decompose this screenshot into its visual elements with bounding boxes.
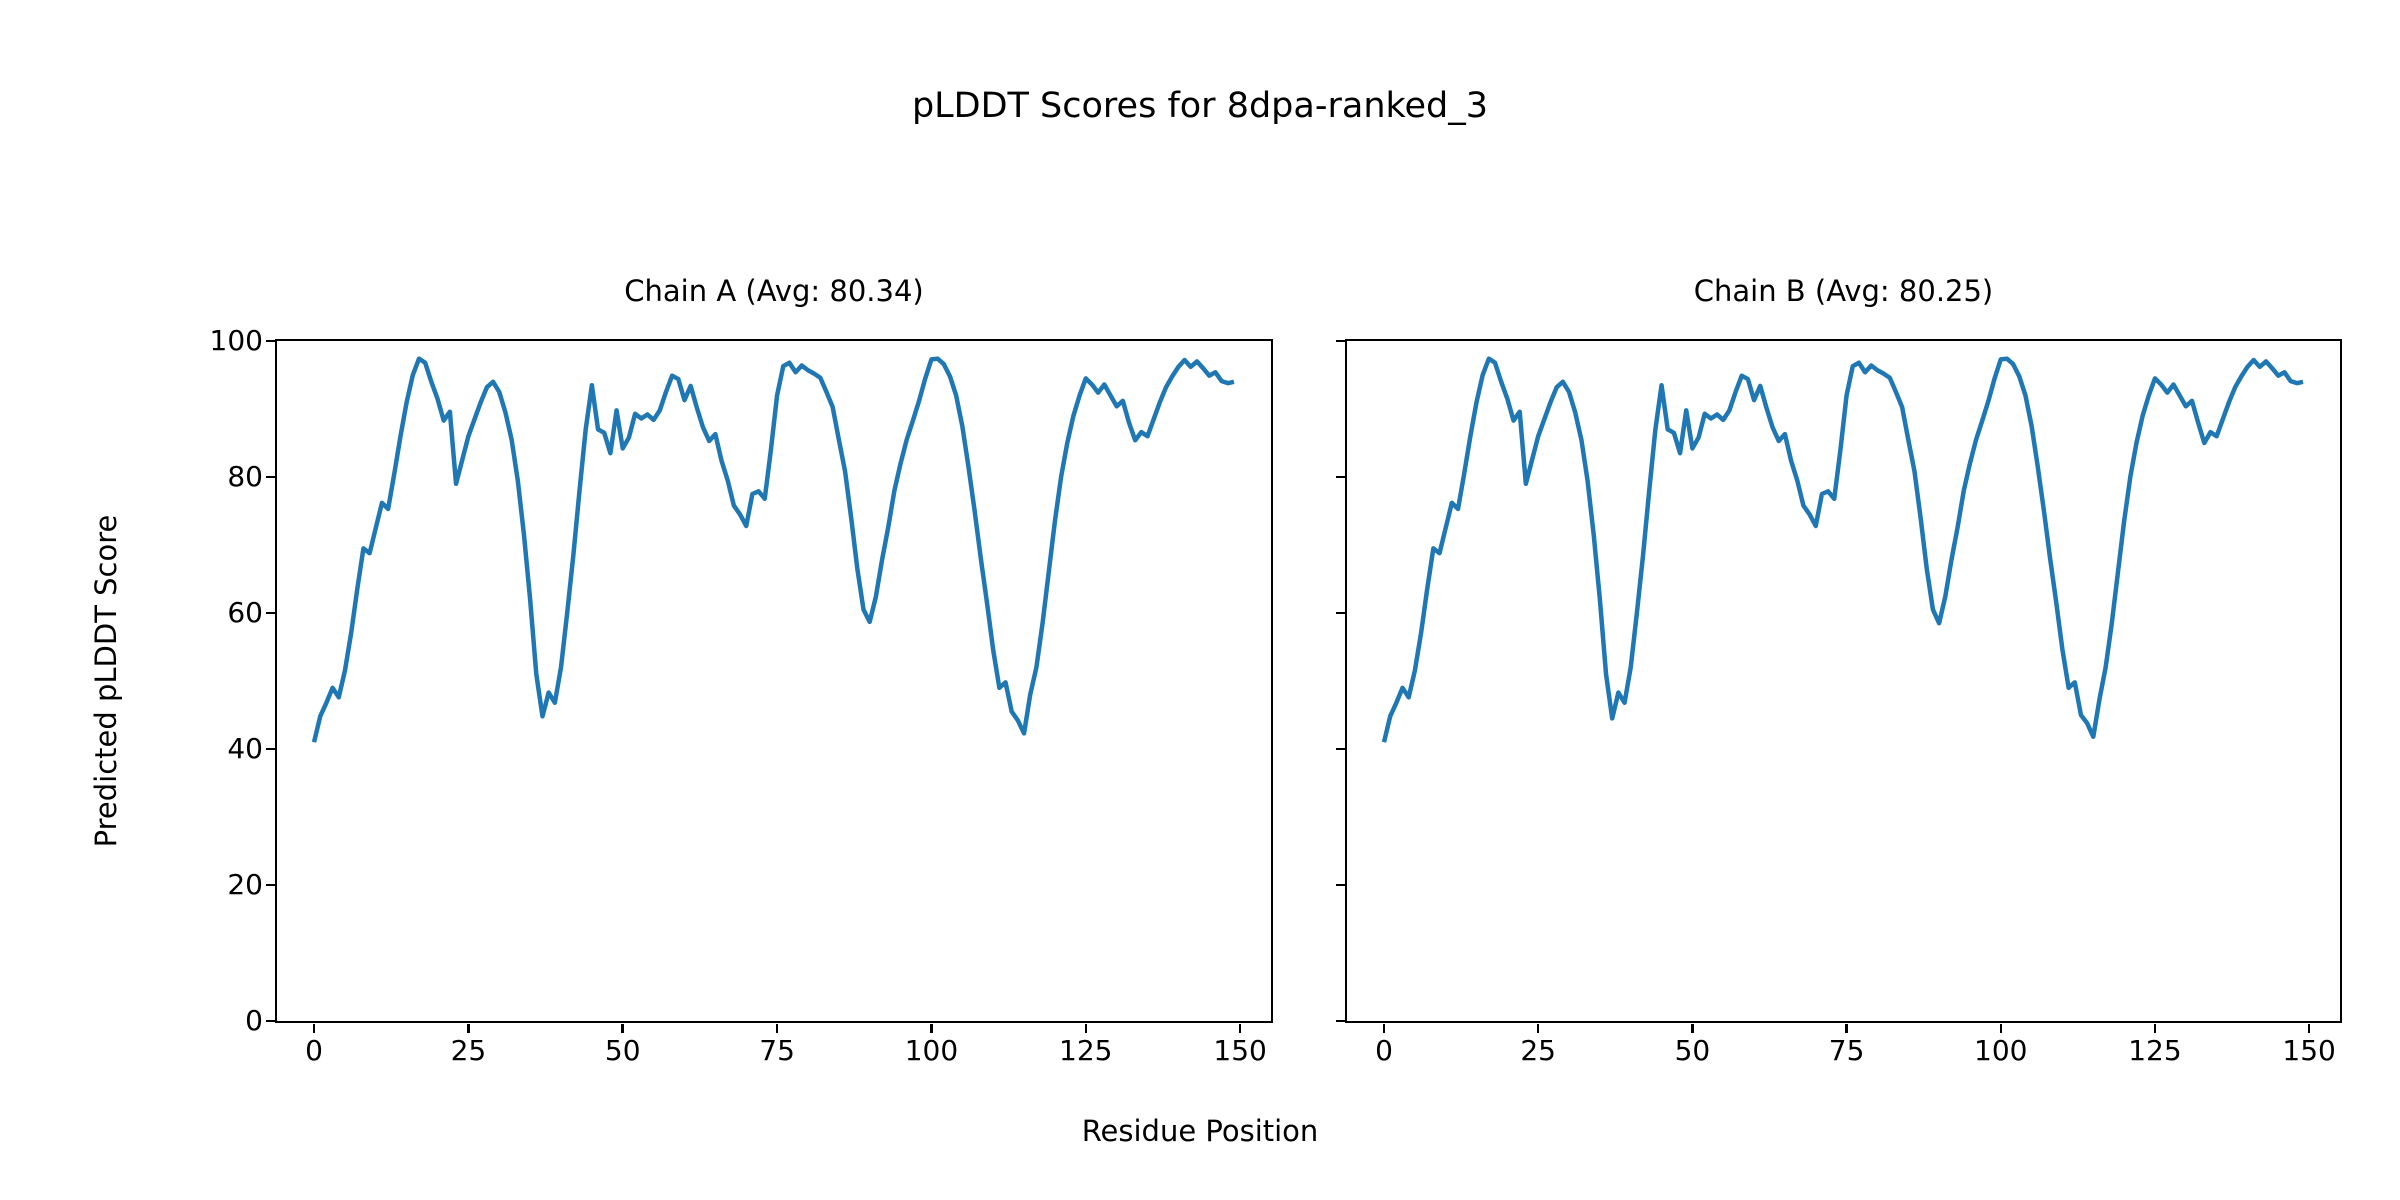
plddt-line <box>1381 356 2304 743</box>
x-tick-label: 150 <box>2282 1034 2336 1067</box>
y-tick <box>265 883 275 887</box>
y-tick <box>1335 883 1345 887</box>
chain-b-subplot-title: Chain B (Avg: 80.25) <box>1693 274 1994 308</box>
y-tick-label: 60 <box>227 596 263 629</box>
chain-a-plot: 0 25 50 75 100 125 150 0 20 40 60 80 100 <box>210 326 1273 1066</box>
y-tick-label: 20 <box>227 868 263 901</box>
y-tick <box>265 747 275 751</box>
x-tick-label: 25 <box>450 1034 487 1067</box>
x-tick <box>1382 1024 1386 1033</box>
plot-canvas <box>311 356 1235 743</box>
x-tick-label: 150 <box>1213 1034 1267 1067</box>
y-tick-label: 40 <box>227 732 263 765</box>
x-tick-label: 50 <box>1674 1034 1711 1067</box>
x-tick-label: 50 <box>604 1034 641 1067</box>
x-tick-label: 125 <box>1059 1034 1113 1067</box>
x-tick-label: 0 <box>305 1034 323 1067</box>
y-axis-label: Predicted pLDDT Score <box>89 514 123 848</box>
y-tick-label: 0 <box>245 1004 263 1037</box>
plot-canvas <box>1381 356 2304 743</box>
x-tick-label: 75 <box>759 1034 795 1067</box>
x-tick-label: 0 <box>1375 1034 1393 1067</box>
plddt-line <box>311 356 1235 743</box>
x-tick <box>1999 1024 2003 1033</box>
x-tick <box>2153 1024 2157 1033</box>
y-tick <box>1335 475 1345 479</box>
x-tick-label: 75 <box>1828 1034 1865 1067</box>
x-tick <box>775 1024 779 1033</box>
x-tick <box>1536 1024 1540 1033</box>
y-tick-label: 80 <box>227 460 263 493</box>
y-tick <box>1335 339 1345 343</box>
figure-title: pLDDT Scores for 8dpa-ranked_3 <box>911 86 1489 126</box>
chain-b-plot: 0 25 50 75 100 125 150 <box>1335 339 2342 1066</box>
chain-a-subplot-title: Chain A (Avg: 80.34) <box>624 274 924 308</box>
x-tick-label: 100 <box>904 1034 959 1067</box>
y-tick <box>265 339 275 343</box>
y-tick <box>1335 1019 1345 1023</box>
x-axis-label: Residue Position <box>1081 1114 1319 1148</box>
y-tick <box>1335 611 1345 615</box>
y-tick <box>265 1019 275 1023</box>
x-tick <box>467 1024 470 1033</box>
x-tick <box>930 1024 933 1033</box>
x-tick-label: 100 <box>1974 1034 2028 1067</box>
x-tick <box>621 1024 624 1033</box>
y-tick <box>265 611 275 615</box>
x-tick <box>1845 1024 1848 1033</box>
x-tick-label: 125 <box>2128 1034 2182 1067</box>
x-tick <box>2307 1024 2311 1033</box>
y-tick <box>1335 747 1345 751</box>
y-tick <box>265 475 275 479</box>
x-tick <box>312 1024 316 1033</box>
y-tick-label: 100 <box>209 324 263 357</box>
x-tick-label: 25 <box>1520 1034 1557 1067</box>
x-tick <box>1691 1024 1694 1033</box>
x-tick <box>1238 1024 1242 1033</box>
x-tick <box>1084 1024 1088 1033</box>
